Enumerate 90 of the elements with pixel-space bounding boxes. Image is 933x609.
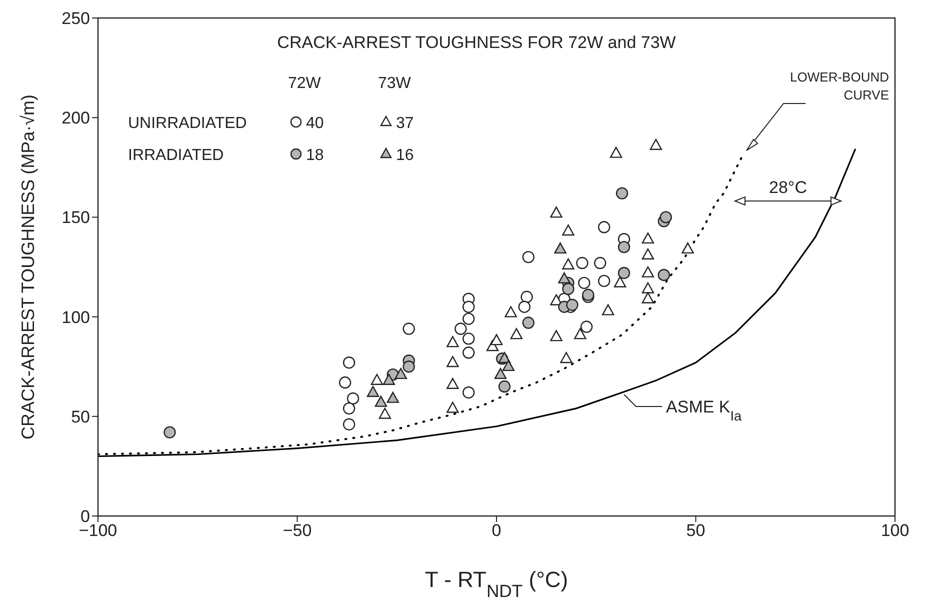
point — [554, 242, 566, 254]
legend-label: 16 — [396, 147, 414, 164]
point — [446, 356, 459, 368]
annotation: ASME K$_{Ia}$ — [666, 397, 742, 423]
text: CRACK-ARREST TOUGHNESS FOR 72W and 73W — [277, 33, 676, 52]
point — [578, 276, 590, 290]
point — [550, 294, 562, 306]
y-tick-label: 50 — [71, 407, 90, 426]
point — [338, 376, 352, 389]
legend-label: 18 — [306, 147, 324, 164]
point — [370, 374, 384, 385]
point — [610, 146, 622, 158]
point — [618, 266, 630, 280]
point — [402, 360, 415, 373]
point — [462, 332, 475, 345]
point — [658, 268, 670, 282]
x-tick-label: 0 — [492, 521, 502, 540]
annotation: IRRADIATED — [128, 147, 224, 164]
point — [498, 380, 511, 393]
point — [446, 378, 459, 389]
y-tick-label: 100 — [62, 308, 90, 327]
point — [642, 282, 654, 294]
annotation: UNIRRADIATED — [128, 115, 247, 132]
point — [490, 334, 503, 346]
point — [366, 386, 380, 397]
point — [510, 328, 523, 340]
x-tick-label: −50 — [282, 521, 312, 540]
point — [494, 368, 507, 380]
point — [446, 336, 459, 348]
legend-label: 37 — [396, 115, 414, 132]
point — [550, 330, 562, 342]
x-axis-title: T - RT$_{NDT}$ (°C) — [424, 567, 568, 601]
point — [562, 224, 574, 236]
y-axis-title: CRACK-ARREST TOUGHNESS (MPa·√m) — [18, 94, 38, 440]
point — [346, 392, 360, 405]
legend-label: 40 — [306, 115, 324, 132]
annotation: LOWER-BOUND CURVE — [790, 69, 890, 102]
point — [386, 392, 399, 403]
point — [650, 138, 662, 150]
point — [562, 258, 574, 270]
point — [660, 211, 672, 224]
point — [402, 322, 415, 335]
point — [642, 292, 654, 304]
x-tick-label: 50 — [686, 521, 706, 540]
point — [394, 368, 407, 380]
point — [522, 250, 534, 264]
x-tick-label: 100 — [880, 521, 910, 540]
point — [462, 386, 475, 399]
point — [498, 352, 511, 364]
point — [446, 402, 459, 413]
y-tick-label: 250 — [62, 9, 90, 28]
point — [382, 374, 396, 385]
point — [618, 240, 630, 254]
point — [598, 274, 610, 288]
point — [562, 282, 574, 296]
point — [518, 300, 530, 313]
point — [598, 221, 610, 234]
point — [520, 290, 533, 303]
point — [576, 256, 588, 270]
point — [522, 316, 534, 329]
point — [616, 187, 628, 200]
point — [164, 426, 176, 438]
point — [594, 256, 606, 270]
point — [642, 232, 654, 244]
annotation: 28°C — [769, 178, 807, 197]
point — [558, 272, 570, 284]
point — [342, 418, 356, 430]
y-tick-label: 200 — [62, 108, 90, 128]
point — [642, 248, 654, 260]
point — [374, 396, 388, 407]
point — [462, 346, 475, 359]
point — [642, 266, 654, 278]
point — [682, 242, 694, 254]
annotation: 73W — [378, 75, 412, 92]
point — [574, 328, 586, 340]
annotation: 72W — [288, 75, 322, 92]
y-tick-label: 150 — [62, 208, 90, 228]
point — [342, 356, 356, 369]
point — [462, 312, 475, 325]
point — [454, 322, 467, 335]
point — [550, 206, 562, 218]
point — [560, 352, 572, 364]
point — [462, 300, 475, 313]
point — [502, 360, 515, 372]
point — [614, 276, 626, 288]
point — [378, 408, 392, 419]
point — [504, 306, 517, 318]
point — [342, 402, 356, 415]
point — [580, 320, 593, 333]
point — [602, 304, 614, 316]
